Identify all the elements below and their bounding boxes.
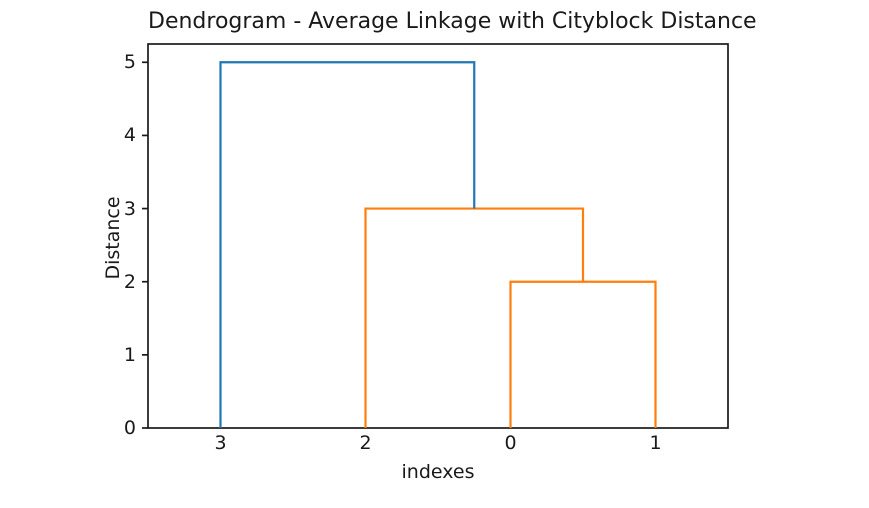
dendrogram-link-0 — [509, 280, 657, 428]
y-tick-label: 1 — [123, 343, 136, 366]
x-axis-label: indexes — [401, 461, 475, 483]
x-tick-label: 3 — [214, 432, 227, 454]
x-tick-label: 2 — [359, 432, 372, 454]
chart-title: Dendrogram - Average Linkage with Citybl… — [148, 9, 757, 34]
y-tick-label: 2 — [123, 270, 136, 293]
y-tick-label: 4 — [123, 124, 136, 147]
y-tick-label: 0 — [123, 417, 136, 439]
dendrogram-link-2 — [219, 61, 476, 428]
x-tick-label: 1 — [649, 432, 662, 454]
y-tick-label: 5 — [123, 51, 136, 74]
x-tick-label: 0 — [504, 432, 517, 454]
dendrogram-link-1 — [364, 207, 585, 428]
y-tick-label: 3 — [123, 197, 136, 220]
axes-box — [147, 43, 729, 429]
